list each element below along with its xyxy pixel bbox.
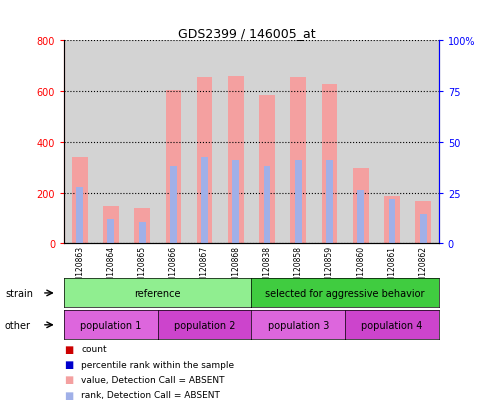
Bar: [345, 41, 376, 244]
Bar: [103, 207, 119, 244]
Bar: [357, 190, 364, 244]
Bar: [353, 169, 368, 244]
Bar: [170, 166, 177, 244]
Text: ■: ■: [64, 359, 73, 369]
Bar: [95, 41, 127, 244]
Text: other: other: [5, 320, 31, 330]
Text: rank, Detection Call = ABSENT: rank, Detection Call = ABSENT: [81, 390, 220, 399]
Text: population 2: population 2: [174, 320, 235, 330]
Bar: [264, 166, 271, 244]
Bar: [139, 222, 145, 244]
Bar: [127, 41, 158, 244]
Text: GDS2399 / 146005_at: GDS2399 / 146005_at: [177, 27, 316, 40]
Text: ■: ■: [64, 390, 73, 400]
Bar: [64, 41, 95, 244]
Bar: [282, 41, 314, 244]
Text: ■: ■: [64, 375, 73, 385]
Bar: [415, 202, 431, 244]
Bar: [384, 197, 400, 244]
Bar: [326, 160, 333, 244]
Text: population 1: population 1: [80, 320, 141, 330]
Bar: [76, 188, 83, 244]
Bar: [166, 90, 181, 244]
Bar: [259, 96, 275, 244]
Text: percentile rank within the sample: percentile rank within the sample: [81, 360, 235, 369]
Bar: [420, 215, 426, 244]
Bar: [158, 41, 189, 244]
Text: population 4: population 4: [361, 320, 423, 330]
Bar: [220, 41, 251, 244]
Bar: [189, 41, 220, 244]
Bar: [134, 208, 150, 244]
Bar: [295, 160, 302, 244]
Text: ■: ■: [64, 344, 73, 354]
Bar: [232, 160, 239, 244]
Bar: [290, 78, 306, 244]
Bar: [376, 41, 408, 244]
Bar: [72, 158, 88, 244]
Text: strain: strain: [5, 288, 33, 298]
Bar: [321, 84, 337, 244]
Text: population 3: population 3: [268, 320, 329, 330]
Text: reference: reference: [135, 288, 181, 298]
Bar: [107, 220, 114, 244]
Bar: [228, 77, 244, 244]
Bar: [251, 41, 282, 244]
Bar: [197, 78, 212, 244]
Text: selected for aggressive behavior: selected for aggressive behavior: [265, 288, 425, 298]
Bar: [201, 158, 208, 244]
Text: value, Detection Call = ABSENT: value, Detection Call = ABSENT: [81, 375, 225, 384]
Text: count: count: [81, 344, 107, 354]
Bar: [314, 41, 345, 244]
Bar: [408, 41, 439, 244]
Bar: [388, 199, 395, 244]
